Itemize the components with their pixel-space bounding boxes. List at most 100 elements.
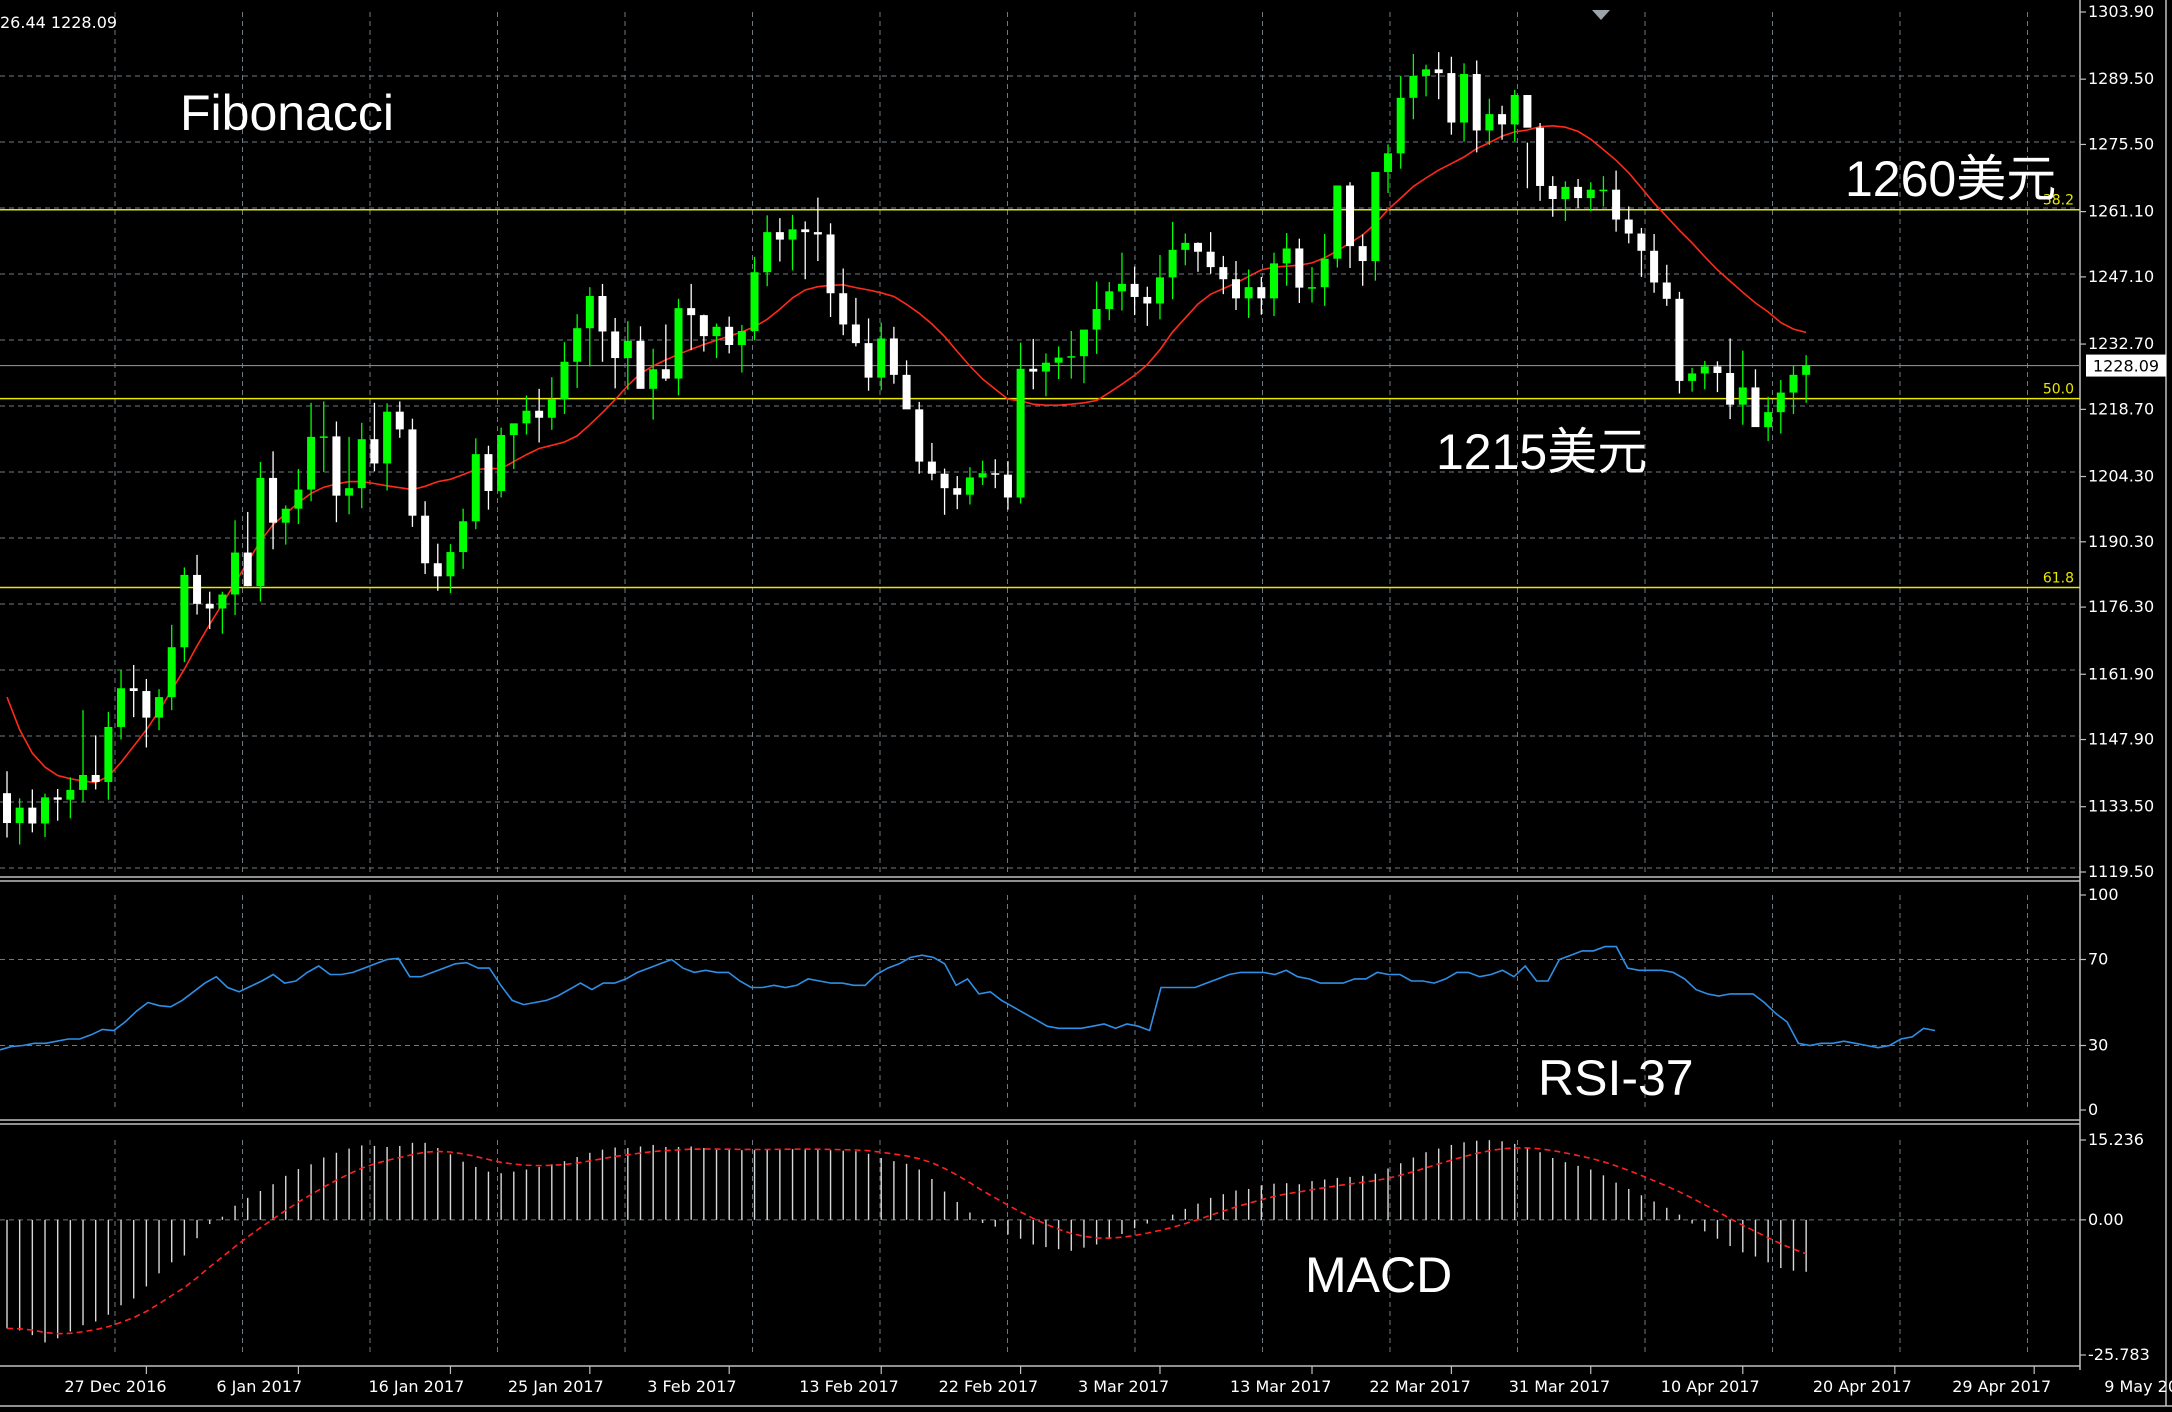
candle: [1346, 182, 1355, 269]
candle-body: [712, 326, 721, 337]
candle: [661, 324, 670, 381]
price-tick-label: 1289.50: [2088, 69, 2154, 88]
candle: [1333, 185, 1342, 268]
candle-body: [1295, 248, 1304, 288]
candle: [750, 256, 759, 341]
rsi-tick-label: 70: [2088, 950, 2108, 969]
candlestick-series[interactable]: [3, 52, 1811, 845]
candle: [953, 476, 962, 510]
candle-body: [1700, 366, 1709, 374]
candle-body: [1688, 373, 1697, 381]
candle-body: [395, 411, 404, 430]
candle-body: [851, 324, 860, 344]
time-tick-label: 22 Feb 2017: [939, 1377, 1039, 1396]
price-tick-label: 1261.10: [2088, 202, 2154, 221]
candle-body: [611, 331, 620, 359]
candle-body: [1460, 74, 1469, 123]
candle: [1688, 367, 1697, 392]
candle-body: [991, 473, 1000, 475]
candle: [1130, 266, 1139, 316]
candle: [395, 401, 404, 438]
candle-body: [902, 374, 911, 410]
scroll-marker-icon[interactable]: [1592, 10, 1610, 20]
candle-body: [117, 688, 126, 727]
time-tick-label: 20 Apr 2017: [1813, 1377, 1912, 1396]
candle-body: [1168, 249, 1177, 278]
candle: [1637, 227, 1646, 277]
candle-body: [1498, 114, 1507, 125]
candle-body: [269, 477, 278, 523]
candle: [699, 314, 708, 352]
support-annotation: 1215美元: [1436, 424, 1647, 480]
candle-body: [1624, 219, 1633, 234]
candle-body: [1219, 267, 1228, 280]
macd-tick-label: 15.236: [2088, 1130, 2144, 1149]
candle: [1320, 233, 1329, 306]
candle: [484, 445, 493, 510]
candle: [535, 388, 544, 443]
candle-body: [307, 436, 316, 490]
candle-body: [699, 315, 708, 337]
current-price-tag: 1228.09: [2086, 354, 2166, 377]
candle-body: [1738, 387, 1747, 405]
candle: [243, 511, 252, 587]
candle: [1574, 178, 1583, 208]
candle: [79, 710, 88, 802]
candle: [725, 316, 734, 354]
price-tick-label: 1218.70: [2088, 399, 2154, 418]
rsi-tick-label: 100: [2088, 885, 2119, 904]
candle-body: [547, 399, 556, 418]
candle-body: [155, 697, 164, 718]
candle-body: [1333, 185, 1342, 259]
candle-body: [649, 369, 658, 389]
candle: [813, 197, 822, 262]
candle: [28, 789, 37, 833]
candle-body: [1447, 73, 1456, 123]
candle: [1561, 181, 1570, 221]
candle: [902, 360, 911, 410]
candle-body: [1789, 374, 1798, 393]
candle-body: [661, 369, 670, 379]
current-price-label: 1228.09: [2093, 357, 2159, 376]
candle: [636, 326, 645, 389]
candle: [1447, 56, 1456, 135]
candle-body: [1257, 287, 1266, 299]
candle-body: [421, 515, 430, 564]
candle-body: [1574, 186, 1583, 199]
candle-body: [1206, 251, 1215, 268]
candle: [1751, 369, 1760, 428]
macd-signal-line: [6, 1147, 1807, 1335]
candle: [1016, 342, 1025, 504]
candle-body: [28, 807, 37, 824]
candle: [332, 421, 341, 523]
candle: [915, 401, 924, 474]
candle: [345, 436, 354, 515]
candle: [1586, 182, 1595, 212]
candle-body: [1561, 186, 1570, 200]
candle-body: [927, 461, 936, 474]
candle-body: [1003, 474, 1012, 498]
candle: [1029, 338, 1038, 390]
candle: [1510, 89, 1519, 142]
candle: [1041, 353, 1050, 397]
time-tick-label: 29 Apr 2017: [1952, 1377, 2051, 1396]
candle: [889, 326, 898, 384]
candle-body: [256, 477, 265, 587]
candle-body: [965, 477, 974, 495]
candle-body: [775, 232, 784, 240]
candle-body: [889, 338, 898, 375]
candle-body: [1422, 69, 1431, 76]
candle: [1434, 52, 1443, 100]
candle: [3, 771, 11, 838]
candle-body: [41, 797, 50, 824]
candle: [585, 287, 594, 367]
candle: [281, 505, 290, 545]
candle: [1396, 75, 1405, 169]
candle: [294, 469, 303, 525]
candle-body: [1396, 97, 1405, 154]
candle: [1662, 264, 1671, 306]
candle-body: [231, 552, 240, 595]
fib-level-label: 61.8: [2043, 571, 2074, 587]
